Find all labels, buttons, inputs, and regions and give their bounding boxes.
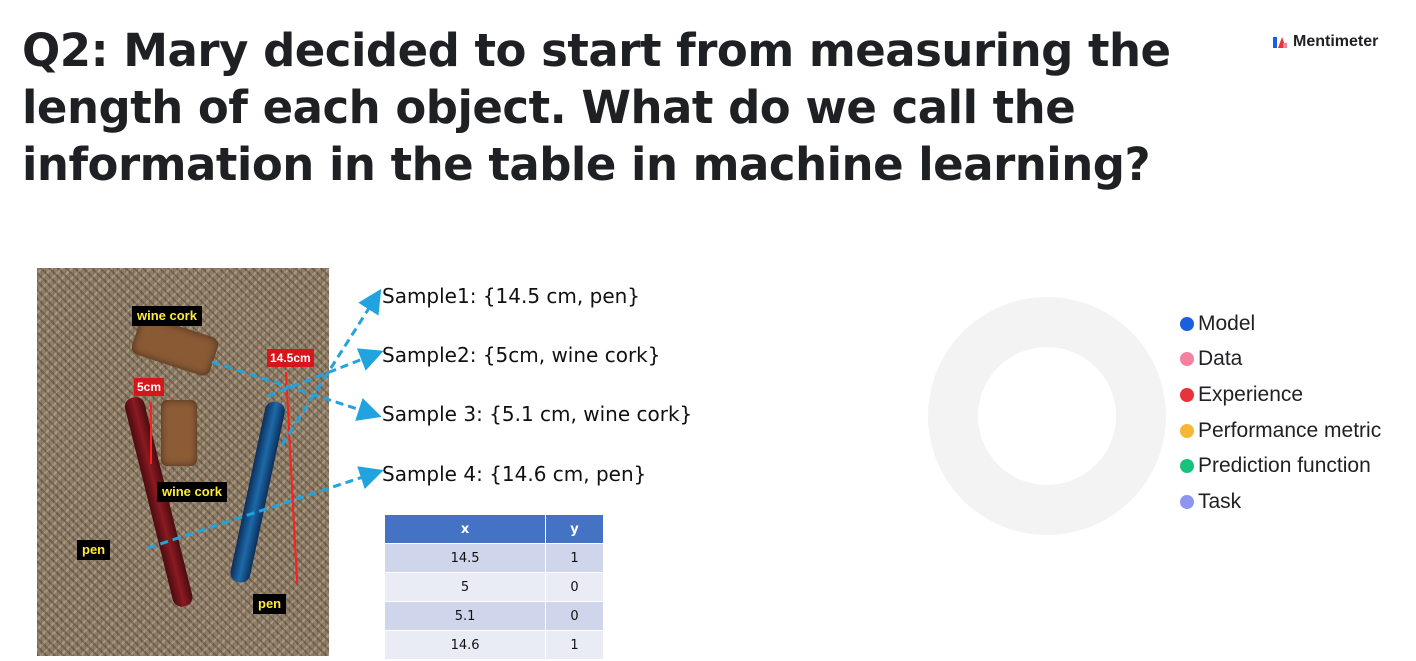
sample-4: Sample 4: {14.6 cm, pen} <box>382 462 647 486</box>
legend-dot-icon <box>1180 387 1194 402</box>
brand[interactable]: Mentimeter <box>1272 33 1378 51</box>
legend-dot-icon <box>1180 423 1194 438</box>
table-row: 5 0 <box>383 572 604 602</box>
legend-label: Model <box>1198 311 1256 335</box>
legend-dot-icon <box>1180 352 1194 367</box>
legend-label: Task <box>1198 489 1242 513</box>
legend-dot-icon <box>1180 459 1194 474</box>
results-legend: Model Data Experience Performance metric Pre… <box>1180 306 1381 520</box>
mentimeter-logo-icon <box>1273 37 1287 48</box>
table-cell-x: 14.5 <box>383 543 547 573</box>
donut-empty-ring <box>928 297 1166 535</box>
feature-table: x y 14.5 1 5 0 5.1 0 14.6 1 <box>383 514 604 660</box>
table-cell-y: 0 <box>545 572 604 602</box>
tag-5cm: 5cm <box>134 378 165 396</box>
measure-line-5cm <box>150 402 152 464</box>
legend-item: Prediction function <box>1180 448 1381 484</box>
legend-item: Experience <box>1180 377 1381 413</box>
wine-cork-bottom-shape <box>161 400 197 466</box>
question-title: Q2: Mary decided to start from measuring… <box>22 24 1171 191</box>
table-cell-x: 14.6 <box>383 630 547 660</box>
tag-14-5cm: 14.5cm <box>267 349 314 367</box>
table-cell-y: 0 <box>545 601 604 631</box>
tag-pen-left: pen <box>77 540 111 560</box>
table-cell-x: 5.1 <box>383 601 547 631</box>
table-cell-y: 1 <box>545 630 604 660</box>
brand-name: Mentimeter <box>1293 33 1379 50</box>
tag-wine-cork-top: wine cork <box>132 306 202 326</box>
legend-label: Prediction function <box>1198 454 1371 478</box>
measure-line-14-5cm <box>285 371 299 584</box>
tag-wine-cork-bottom: wine cork <box>157 482 227 502</box>
sample-3: Sample 3: {5.1 cm, wine cork} <box>382 402 693 426</box>
table-cell-x: 5 <box>383 572 547 602</box>
table-row: 14.6 1 <box>383 630 604 660</box>
tag-pen-right: pen <box>253 594 287 614</box>
table-header-x: x <box>383 514 547 544</box>
legend-dot-icon <box>1180 494 1194 509</box>
table-cell-y: 1 <box>545 543 604 573</box>
legend-label: Performance metric <box>1198 418 1382 442</box>
legend-item: Task <box>1180 484 1381 520</box>
table-row: 5.1 0 <box>383 601 604 631</box>
legend-dot-icon <box>1180 316 1194 331</box>
legend-item: Performance metric <box>1180 413 1381 449</box>
legend-label: Data <box>1198 347 1243 371</box>
legend-item: Model <box>1180 306 1381 342</box>
table-row: 14.5 1 <box>383 543 604 573</box>
objects-photo: wine cork 5cm 14.5cm wine cork pen pen <box>37 268 329 656</box>
legend-item: Data <box>1180 342 1381 378</box>
table-header-y: y <box>545 514 604 544</box>
blue-pen-shape <box>228 400 287 585</box>
results-donut-chart <box>928 297 1166 535</box>
legend-label: Experience <box>1198 382 1304 406</box>
sample-1: Sample1: {14.5 cm, pen} <box>382 284 641 308</box>
table-header-row: x y <box>383 514 604 544</box>
sample-2: Sample2: {5cm, wine cork} <box>382 343 661 367</box>
